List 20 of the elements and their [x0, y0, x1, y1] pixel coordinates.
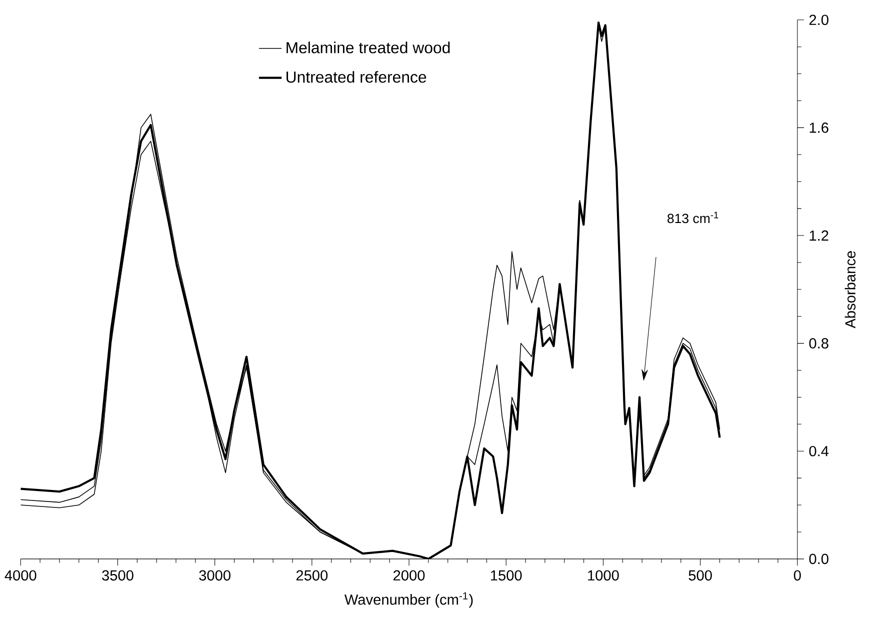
x-tick-label: 2500 — [296, 570, 328, 581]
x-tick-label: 3500 — [102, 570, 134, 581]
y-tick-label: 1.6 — [810, 122, 828, 134]
y-tick-label: 1.2 — [810, 230, 828, 241]
x-tick-label: 500 — [688, 570, 712, 581]
x-tick-label: 3000 — [199, 570, 230, 581]
y-axis-title: Absorbance — [844, 251, 856, 329]
y-tick-label: 0.8 — [809, 338, 828, 349]
y-tick-label: 2.0 — [809, 14, 828, 26]
x-tick-label: 4000 — [4, 570, 36, 581]
y-tick-label: 0.4 — [809, 446, 829, 457]
x-axis-title: Wavenumber (cm$^{-1}$) — [344, 592, 473, 608]
x-tick-label: 1000 — [588, 570, 619, 581]
x-tick-label: 1500 — [490, 570, 522, 581]
legend-label: Melamine treated wood — [286, 42, 450, 54]
legend-label: Untreated reference — [286, 71, 426, 83]
y-tick-label: 0.0 — [809, 554, 828, 564]
annotation: 813 cm$^{-1}$ — [668, 212, 718, 224]
x-tick-label: 2000 — [394, 570, 425, 581]
x-tick-label: 0 — [794, 570, 801, 581]
